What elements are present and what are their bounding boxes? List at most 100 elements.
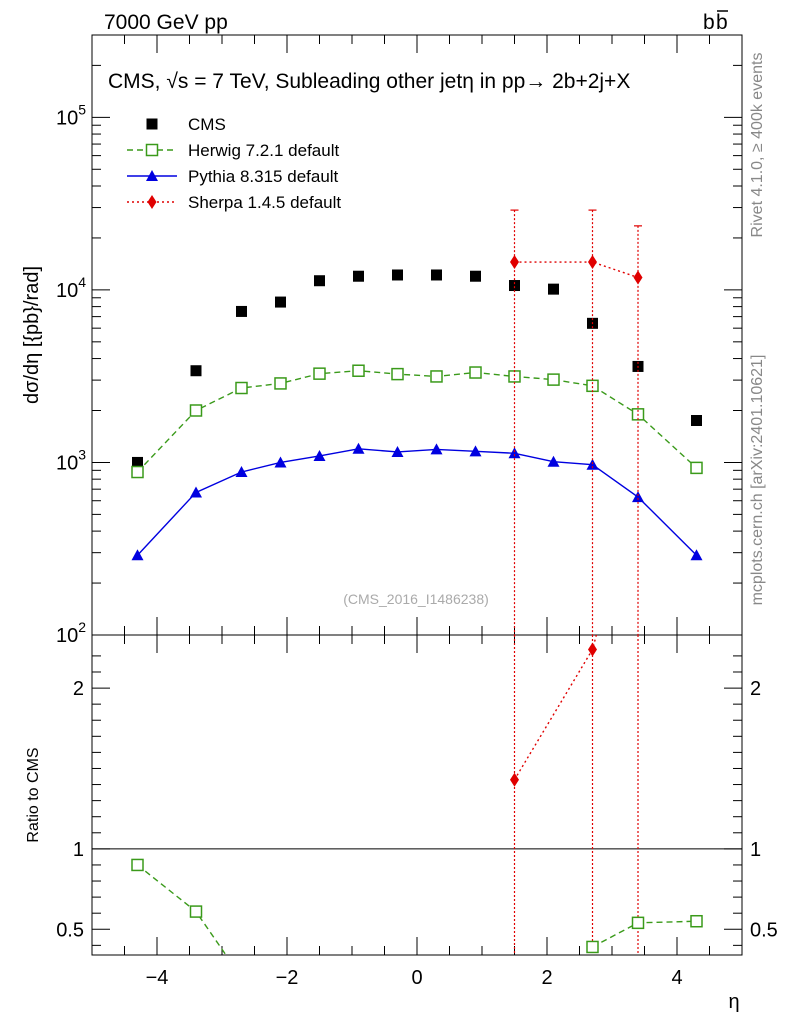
- point-herwig: [235, 381, 248, 395]
- point-pythia: [469, 445, 482, 457]
- main-ytick-label: 105: [56, 101, 86, 129]
- x-tick-label: 2: [541, 967, 552, 989]
- series-herwig: [131, 364, 703, 479]
- point-herwig: [131, 465, 144, 479]
- title-energy: = 7 TeV, Subleading other jet: [188, 70, 462, 93]
- legend-label-cms: CMS: [188, 115, 226, 134]
- point-herwig: [313, 367, 326, 380]
- point-pythia: [547, 455, 560, 467]
- point-sherpa: [510, 255, 519, 270]
- legend-marker-herwig: [145, 143, 159, 157]
- legend-item-sherpa: Sherpa 1.4.5 default: [127, 193, 341, 212]
- x-tick-label: −4: [146, 967, 169, 989]
- x-tick-label: −2: [276, 967, 299, 989]
- series-line-herwig: [136, 370, 697, 473]
- point-herwig: [391, 367, 404, 381]
- point-sherpa: [588, 255, 597, 270]
- ratio-ytick-label-right: 0.5: [750, 919, 778, 941]
- ratio-y-axis-label: Ratio to CMS: [25, 747, 42, 842]
- title-in: in pp: [474, 70, 525, 93]
- point-pythia: [508, 447, 521, 459]
- main-ytick-label: 104: [56, 274, 86, 302]
- series-pythia: [131, 442, 703, 561]
- main-ytick-label: 102: [56, 619, 86, 647]
- point-pythia: [190, 486, 202, 498]
- x-axis-label: η: [728, 991, 739, 1013]
- point-pythia: [274, 456, 287, 468]
- analysis-watermark: (CMS_2016_I1486238): [343, 591, 489, 607]
- plot-title: CMS, √s = 7 TeV, Subleading other jetη i…: [108, 70, 630, 93]
- point-cms: [190, 365, 202, 377]
- ratio-ytick-label-right: 2: [750, 678, 761, 700]
- main-data: [131, 209, 703, 635]
- legend-label-herwig: Herwig 7.2.1 default: [188, 141, 339, 160]
- ratio-point-herwig: [631, 916, 645, 930]
- ratio-plot-frame: [91, 634, 743, 956]
- ratio-series-sherpa: [510, 635, 598, 787]
- point-herwig: [469, 366, 482, 379]
- point-pythia: [391, 445, 404, 457]
- ratio-point-herwig: [236, 972, 247, 983]
- main-ytick-exp: 3: [78, 446, 86, 462]
- point-pythia: [586, 458, 599, 470]
- point-cms: [353, 270, 364, 282]
- series-line-sherpa: [514, 261, 639, 279]
- point-herwig: [690, 461, 703, 475]
- point-pythia: [690, 549, 703, 561]
- main-ytick-base: 10: [56, 107, 78, 129]
- ratio-data: [131, 635, 703, 983]
- legend-item-herwig: Herwig 7.2.1 default: [127, 141, 339, 160]
- point-cms: [392, 269, 403, 281]
- legend-item-cms: CMS: [146, 115, 226, 134]
- legend-marker-pythia: [146, 170, 158, 181]
- series-cms: [132, 269, 702, 468]
- point-cms: [470, 270, 481, 282]
- main-ytick-exp: 5: [78, 101, 86, 117]
- ratio-line-herwig: [137, 864, 227, 955]
- header-right-bbar: b: [716, 11, 728, 34]
- main-y-axis-label: dσ/dη [{pb}/rad]: [21, 266, 43, 404]
- ratio-ytick-label: 0.5: [56, 919, 84, 941]
- title-eta: η: [462, 70, 474, 93]
- point-pythia: [632, 491, 644, 503]
- svg-text:CMS, √s = 7 TeV, Subleading ot: CMS, √s = 7 TeV, Subleading other jetη i…: [108, 70, 630, 93]
- x-tick-label: 4: [671, 967, 682, 989]
- main-ytick-base: 10: [56, 625, 78, 647]
- point-pythia: [352, 442, 365, 454]
- title-s: s: [178, 70, 189, 93]
- point-pythia: [131, 549, 144, 561]
- ratio-line-herwig: [592, 920, 697, 948]
- mcplots-label: mcplots.cern.ch [arXiv:2401.10621]: [749, 355, 766, 606]
- ratio-axes: 0.5 0.5 1 1 2 2 −4 −2 0 2 4: [56, 635, 778, 989]
- title-prefix: CMS,: [108, 70, 166, 93]
- ratio-point-sherpa: [510, 772, 519, 787]
- point-cms: [314, 275, 325, 287]
- title-arrow: →: [525, 70, 546, 93]
- header-right-b: b: [703, 11, 715, 34]
- point-cms: [509, 280, 520, 292]
- x-tick-label: 0: [411, 967, 422, 989]
- header-left: 7000 GeV pp: [104, 11, 228, 34]
- title-sqrt: √: [166, 70, 178, 93]
- point-cms: [132, 456, 143, 468]
- ratio-line-sherpa: [513, 635, 598, 781]
- main-ytick-label: 103: [56, 446, 86, 474]
- ratio-ytick-label-right: 1: [750, 839, 761, 861]
- point-cms: [691, 415, 702, 427]
- point-herwig: [274, 377, 287, 390]
- point-pythia: [313, 449, 326, 461]
- main-ytick-base: 10: [56, 280, 78, 302]
- ratio-series-herwig: [131, 858, 703, 983]
- legend: CMS Herwig 7.2.1 default Pythia 8.315 defa…: [127, 115, 341, 212]
- legend-label-pythia: Pythia 8.315 default: [188, 167, 339, 186]
- point-herwig: [430, 370, 443, 383]
- main-ytick-base: 10: [56, 452, 78, 474]
- main-ytick-exp: 2: [78, 619, 86, 635]
- ratio-ytick-label: 2: [73, 678, 84, 700]
- ratio-point-herwig: [690, 914, 703, 928]
- point-herwig: [508, 370, 521, 383]
- ratio-point-herwig: [586, 940, 599, 954]
- point-sherpa: [633, 270, 643, 285]
